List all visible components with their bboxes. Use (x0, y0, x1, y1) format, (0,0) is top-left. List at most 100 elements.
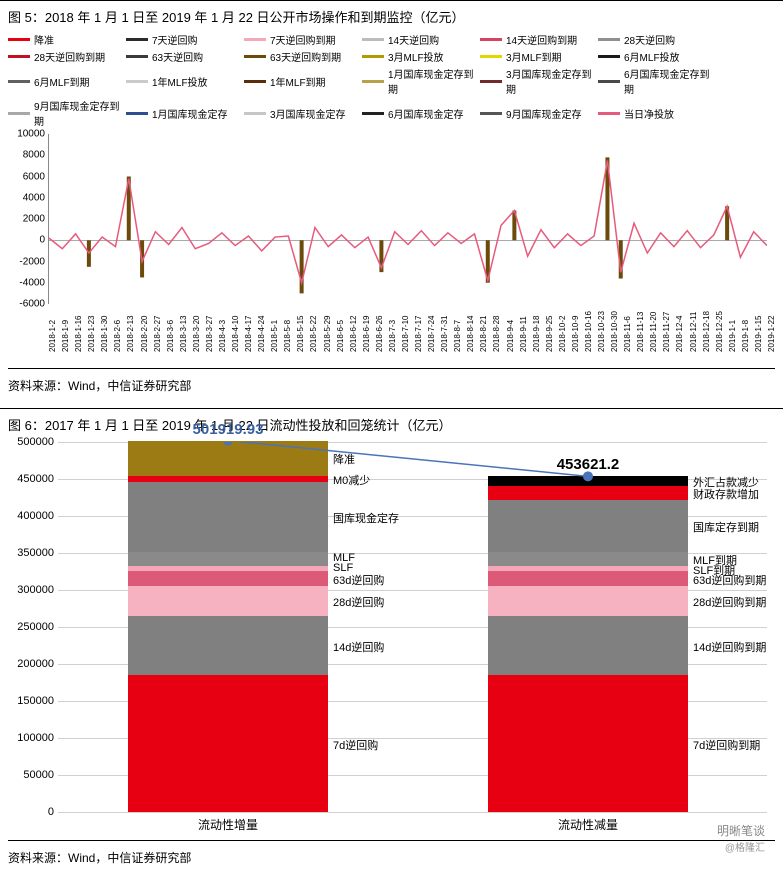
legend-swatch (126, 55, 148, 58)
figure-6-plot: 0500001000001500002000002500003000003500… (58, 442, 767, 812)
legend-item: 降准 (8, 32, 126, 47)
net-line (49, 134, 767, 304)
legend-item: 14天逆回购到期 (480, 32, 598, 47)
ytick: -6000 (19, 299, 45, 310)
xtick: 2018-5-1 (270, 320, 279, 352)
ytick: 500000 (10, 436, 54, 448)
xtick: 2019-1-15 (754, 316, 763, 352)
legend-item: 1月国库现金定存到期 (362, 66, 480, 96)
figure-5: 图 5：2018 年 1 月 1 日至 2019 年 1 月 22 日公开市场操… (0, 0, 783, 368)
xtick: 2018-2-13 (126, 316, 135, 352)
legend-swatch (362, 38, 384, 41)
xtick: 2018-1-23 (87, 316, 96, 352)
xtick: 2018-7-24 (427, 316, 436, 352)
legend-swatch (8, 38, 30, 41)
xtick: 2018-3-13 (179, 316, 188, 352)
legend-item: 6月国库现金定存 (362, 98, 480, 128)
legend-label: 9月国库现金定存到期 (34, 98, 126, 128)
xtick: 2018-7-3 (388, 320, 397, 352)
ytick: 2000 (23, 214, 45, 225)
legend-swatch (598, 38, 620, 41)
legend-label: 3月MLF投放 (388, 49, 444, 64)
legend-swatch (126, 38, 148, 41)
ytick: 100000 (10, 732, 54, 744)
xtick: 2018-10-9 (571, 316, 580, 352)
xtick: 2018-10-16 (584, 311, 593, 352)
x-category-label: 流动性增量 (128, 816, 328, 833)
xtick: 2018-6-19 (362, 316, 371, 352)
bar-total-label: 453621.2 (488, 456, 688, 473)
xtick: 2018-5-29 (323, 316, 332, 352)
xtick: 2018-12-25 (715, 311, 724, 352)
legend-label: 1年MLF投放 (152, 74, 208, 89)
ytick: 200000 (10, 658, 54, 670)
xtick: 2018-8-14 (466, 316, 475, 352)
figure-6: 图 6：2017 年 1 月 1 日至 2019 年 1 月 22 日流动性投放… (0, 408, 783, 840)
legend-item: 14天逆回购 (362, 32, 480, 47)
xtick: 2018-4-10 (231, 316, 240, 352)
legend-item: 3月MLF投放 (362, 49, 480, 64)
xtick: 2019-1-8 (741, 320, 750, 352)
legend-label: 1年MLF到期 (270, 74, 326, 89)
segment (128, 675, 328, 812)
xtick: 2018-6-26 (375, 316, 384, 352)
legend-swatch (244, 38, 266, 41)
legend-item: 3月国库现金定存 (244, 98, 362, 128)
xtick: 2018-1-2 (48, 320, 57, 352)
legend-swatch (362, 80, 384, 83)
xtick: 2018-4-24 (257, 316, 266, 352)
legend-item: 7天逆回购 (126, 32, 244, 47)
xtick: 2018-6-5 (336, 320, 345, 352)
figure-5-legend: 降准7天逆回购7天逆回购到期14天逆回购14天逆回购到期28天逆回购28天逆回购… (8, 30, 775, 134)
segment-label: 国库定存到期 (693, 519, 759, 535)
legend-swatch (8, 55, 30, 58)
legend-item: 1月国库现金定存 (126, 98, 244, 128)
xtick: 2018-12-18 (702, 311, 711, 352)
xtick: 2018-5-8 (283, 320, 292, 352)
ytick: 300000 (10, 584, 54, 596)
legend-item: 28天逆回购到期 (8, 49, 126, 64)
xtick: 2018-9-4 (506, 320, 515, 352)
xtick: 2018-9-25 (545, 316, 554, 352)
legend-swatch (480, 55, 502, 58)
legend-swatch (480, 38, 502, 41)
xtick: 2018-10-23 (597, 311, 606, 352)
segment-label: 14d逆回购 (333, 639, 384, 655)
segment-label: 降准 (333, 451, 355, 467)
xtick: 2018-7-10 (401, 316, 410, 352)
legend-item: 6月MLF到期 (8, 66, 126, 96)
legend-label: 当日净投放 (624, 106, 674, 121)
segment (488, 586, 688, 616)
segment (128, 441, 328, 476)
segment-label: 14d逆回购到期 (693, 639, 766, 655)
xtick: 2018-3-20 (192, 316, 201, 352)
ytick: 4000 (23, 192, 45, 203)
ytick: -2000 (19, 256, 45, 267)
segment-label: 国库现金定存 (333, 510, 399, 526)
legend-swatch (598, 55, 620, 58)
ytick: 10000 (17, 129, 45, 140)
legend-item: 28天逆回购 (598, 32, 716, 47)
legend-label: 3月MLF到期 (506, 49, 562, 64)
figure-5-plot: -6000-4000-20000200040006000800010000 (48, 134, 767, 304)
legend-item: 1年MLF投放 (126, 66, 244, 96)
ytick: 250000 (10, 621, 54, 633)
segment-label: M0减少 (333, 472, 370, 488)
figure-6-title: 图 6：2017 年 1 月 1 日至 2019 年 1 月 22 日流动性投放… (8, 415, 775, 434)
xtick: 2018-10-2 (558, 316, 567, 352)
legend-swatch (8, 112, 30, 115)
legend-swatch (480, 112, 502, 115)
segment-label: 28d逆回购到期 (693, 594, 766, 610)
ytick: 400000 (10, 510, 54, 522)
bar-stack-left: 501919.93 (128, 441, 328, 812)
ytick: -4000 (19, 277, 45, 288)
legend-swatch (244, 80, 266, 83)
legend-label: 1月国库现金定存 (152, 106, 228, 121)
xtick: 2018-11-13 (636, 312, 645, 352)
ytick: 0 (10, 806, 54, 818)
legend-label: 1月国库现金定存到期 (388, 66, 480, 96)
xtick: 2019-1-1 (728, 320, 737, 352)
legend-label: 7天逆回购 (152, 32, 198, 47)
legend-item: 9月国库现金定存到期 (8, 98, 126, 128)
legend-swatch (126, 80, 148, 83)
